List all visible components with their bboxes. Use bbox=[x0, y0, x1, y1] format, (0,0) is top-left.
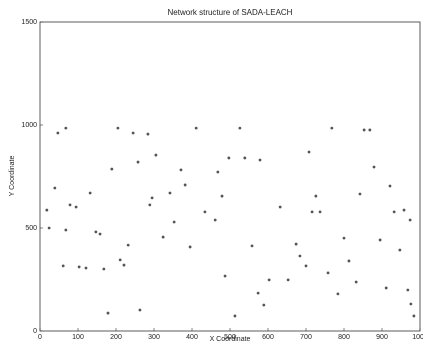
node-point bbox=[372, 165, 376, 169]
node-point bbox=[347, 259, 351, 263]
y-tick-label: 1000 bbox=[21, 122, 37, 129]
node-point bbox=[179, 168, 183, 172]
x-tick-label: 600 bbox=[262, 334, 274, 341]
x-tick-label: 200 bbox=[110, 334, 122, 341]
node-point bbox=[146, 132, 150, 136]
x-tick-label: 800 bbox=[338, 334, 350, 341]
node-point bbox=[326, 271, 330, 275]
x-tick-label: 500 bbox=[224, 334, 236, 341]
node-point bbox=[68, 203, 72, 207]
node-point bbox=[118, 258, 122, 262]
node-point bbox=[45, 208, 49, 212]
node-point bbox=[258, 158, 262, 162]
node-point bbox=[354, 280, 358, 284]
y-axis-label: Y Coordinate bbox=[9, 156, 16, 197]
node-point bbox=[336, 292, 340, 296]
x-tick-label: 0 bbox=[38, 334, 42, 341]
node-point bbox=[131, 131, 135, 135]
x-tick-label: 1000 bbox=[412, 334, 423, 341]
node-point bbox=[358, 192, 362, 196]
node-point bbox=[408, 218, 412, 222]
node-point bbox=[150, 196, 154, 200]
node-point bbox=[98, 232, 102, 236]
node-point bbox=[388, 184, 392, 188]
node-point bbox=[278, 205, 282, 209]
node-point bbox=[378, 238, 382, 242]
node-point bbox=[203, 210, 207, 214]
node-point bbox=[262, 303, 266, 307]
node-point bbox=[216, 170, 220, 174]
node-point bbox=[183, 183, 187, 187]
node-point bbox=[161, 235, 165, 239]
node-point bbox=[122, 263, 126, 267]
y-tick-label: 500 bbox=[25, 225, 37, 232]
node-point bbox=[298, 254, 302, 258]
node-point bbox=[233, 314, 237, 318]
node-point bbox=[304, 264, 308, 268]
node-point bbox=[406, 288, 410, 292]
node-point bbox=[213, 218, 217, 222]
node-point bbox=[243, 156, 247, 160]
node-point bbox=[88, 191, 92, 195]
node-point bbox=[102, 267, 106, 271]
node-point bbox=[227, 156, 231, 160]
node-point bbox=[392, 210, 396, 214]
node-point bbox=[168, 191, 172, 195]
node-point bbox=[194, 126, 198, 130]
node-point bbox=[110, 167, 114, 171]
node-point bbox=[94, 230, 98, 234]
node-point bbox=[238, 126, 242, 130]
node-point bbox=[77, 265, 81, 269]
x-tick-label: 300 bbox=[148, 334, 160, 341]
node-point bbox=[47, 226, 51, 230]
node-point bbox=[314, 194, 318, 198]
node-point bbox=[74, 205, 78, 209]
node-point bbox=[342, 236, 346, 240]
node-point bbox=[64, 126, 68, 130]
node-point bbox=[362, 128, 366, 132]
x-tick-label: 400 bbox=[186, 334, 198, 341]
node-point bbox=[402, 208, 406, 212]
node-point bbox=[64, 228, 68, 232]
node-point bbox=[61, 264, 65, 268]
node-point bbox=[256, 291, 260, 295]
node-point bbox=[154, 153, 158, 157]
node-point bbox=[412, 314, 416, 318]
node-point bbox=[398, 248, 402, 252]
node-point bbox=[384, 286, 388, 290]
node-point bbox=[56, 131, 60, 135]
x-axis-label: X Coordinate bbox=[210, 336, 251, 343]
node-point bbox=[148, 203, 152, 207]
node-point bbox=[294, 242, 298, 246]
node-point bbox=[84, 266, 88, 270]
x-tick-label: 900 bbox=[376, 334, 388, 341]
node-point bbox=[116, 126, 120, 130]
node-point bbox=[126, 243, 130, 247]
node-point bbox=[138, 308, 142, 312]
node-point bbox=[409, 302, 413, 306]
node-point bbox=[136, 160, 140, 164]
node-point bbox=[330, 126, 334, 130]
node-point bbox=[267, 278, 271, 282]
x-tick-label: 100 bbox=[72, 334, 84, 341]
plot-frame bbox=[39, 21, 421, 332]
node-point bbox=[318, 210, 322, 214]
node-point bbox=[307, 150, 311, 154]
node-point bbox=[172, 220, 176, 224]
node-point bbox=[53, 186, 57, 190]
node-point bbox=[286, 278, 290, 282]
node-point bbox=[220, 194, 224, 198]
node-point bbox=[310, 210, 314, 214]
chart-title: Network structure of SADA-LEACH bbox=[168, 8, 293, 17]
node-point bbox=[368, 128, 372, 132]
node-point bbox=[188, 245, 192, 249]
node-point bbox=[106, 311, 110, 315]
node-point bbox=[223, 274, 227, 278]
y-tick-label: 1500 bbox=[21, 19, 37, 26]
x-tick-label: 700 bbox=[300, 334, 312, 341]
y-tick-label: 0 bbox=[33, 328, 37, 335]
node-point bbox=[250, 244, 254, 248]
